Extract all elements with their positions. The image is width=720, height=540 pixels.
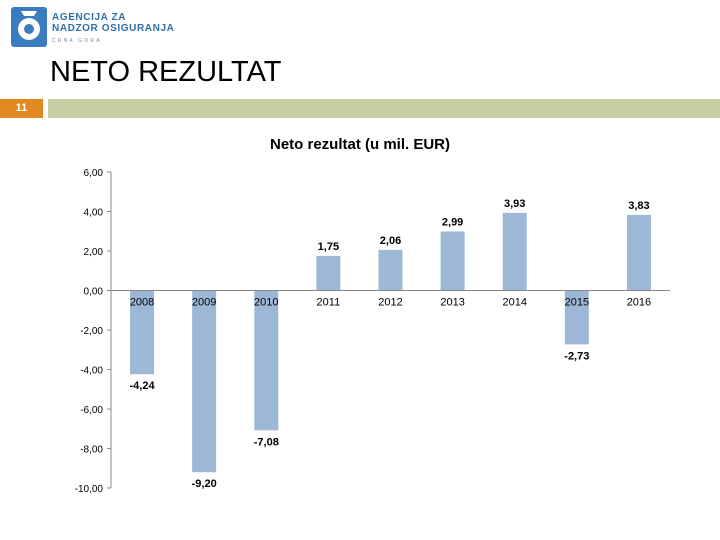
y-tick-label: 6,00 — [84, 168, 104, 179]
header-band — [48, 99, 720, 118]
category-label: 2016 — [627, 297, 651, 309]
data-label: -4,24 — [130, 380, 156, 392]
bar — [130, 290, 155, 375]
org-name-line-1: AGENCIJA ZA — [52, 12, 127, 23]
data-label: 3,83 — [628, 200, 649, 212]
y-tick-label: -10,00 — [75, 484, 104, 495]
bar — [192, 290, 217, 473]
org-name-line-2: NADZOR OSIGURANJA — [52, 23, 175, 34]
bar — [564, 290, 589, 345]
category-label: 2008 — [130, 297, 154, 309]
category-label: 2010 — [254, 297, 278, 309]
category-label: 2012 — [378, 297, 402, 309]
slide-title: NETO REZULTAT — [50, 56, 282, 88]
data-label: -7,08 — [254, 436, 279, 448]
bar — [316, 255, 341, 291]
category-label: 2013 — [440, 297, 464, 309]
data-label: 2,99 — [442, 216, 463, 228]
chart-title: Neto rezultat (u mil. EUR) — [269, 136, 450, 153]
y-tick-label: -4,00 — [80, 366, 103, 377]
y-tick-label: -8,00 — [80, 445, 103, 456]
category-label: 2015 — [565, 297, 589, 309]
slide-number: 11 — [0, 99, 43, 118]
org-name-line-3: CRNA GORA — [52, 38, 102, 44]
organization-name: AGENCIJA ZA NADZOR OSIGURANJA CRNA GORA — [52, 12, 174, 47]
category-label: 2011 — [317, 297, 341, 309]
y-tick-label: -2,00 — [80, 326, 103, 337]
bar — [502, 212, 527, 291]
y-tick-label: -6,00 — [80, 405, 103, 416]
bar — [440, 231, 465, 291]
y-tick-label: 4,00 — [84, 208, 104, 219]
data-label: 1,75 — [318, 241, 339, 253]
category-label: 2014 — [502, 297, 526, 309]
data-label: -2,73 — [564, 350, 589, 362]
data-label: 3,93 — [504, 198, 525, 210]
y-tick-label: 0,00 — [84, 287, 104, 298]
bar — [378, 249, 403, 291]
agency-logo-icon — [11, 7, 47, 47]
category-label: 2009 — [192, 297, 216, 309]
data-label: -9,20 — [192, 478, 217, 490]
bar — [626, 214, 651, 291]
y-tick-label: 2,00 — [84, 247, 104, 258]
bar — [254, 290, 279, 431]
data-label: 2,06 — [380, 235, 401, 247]
